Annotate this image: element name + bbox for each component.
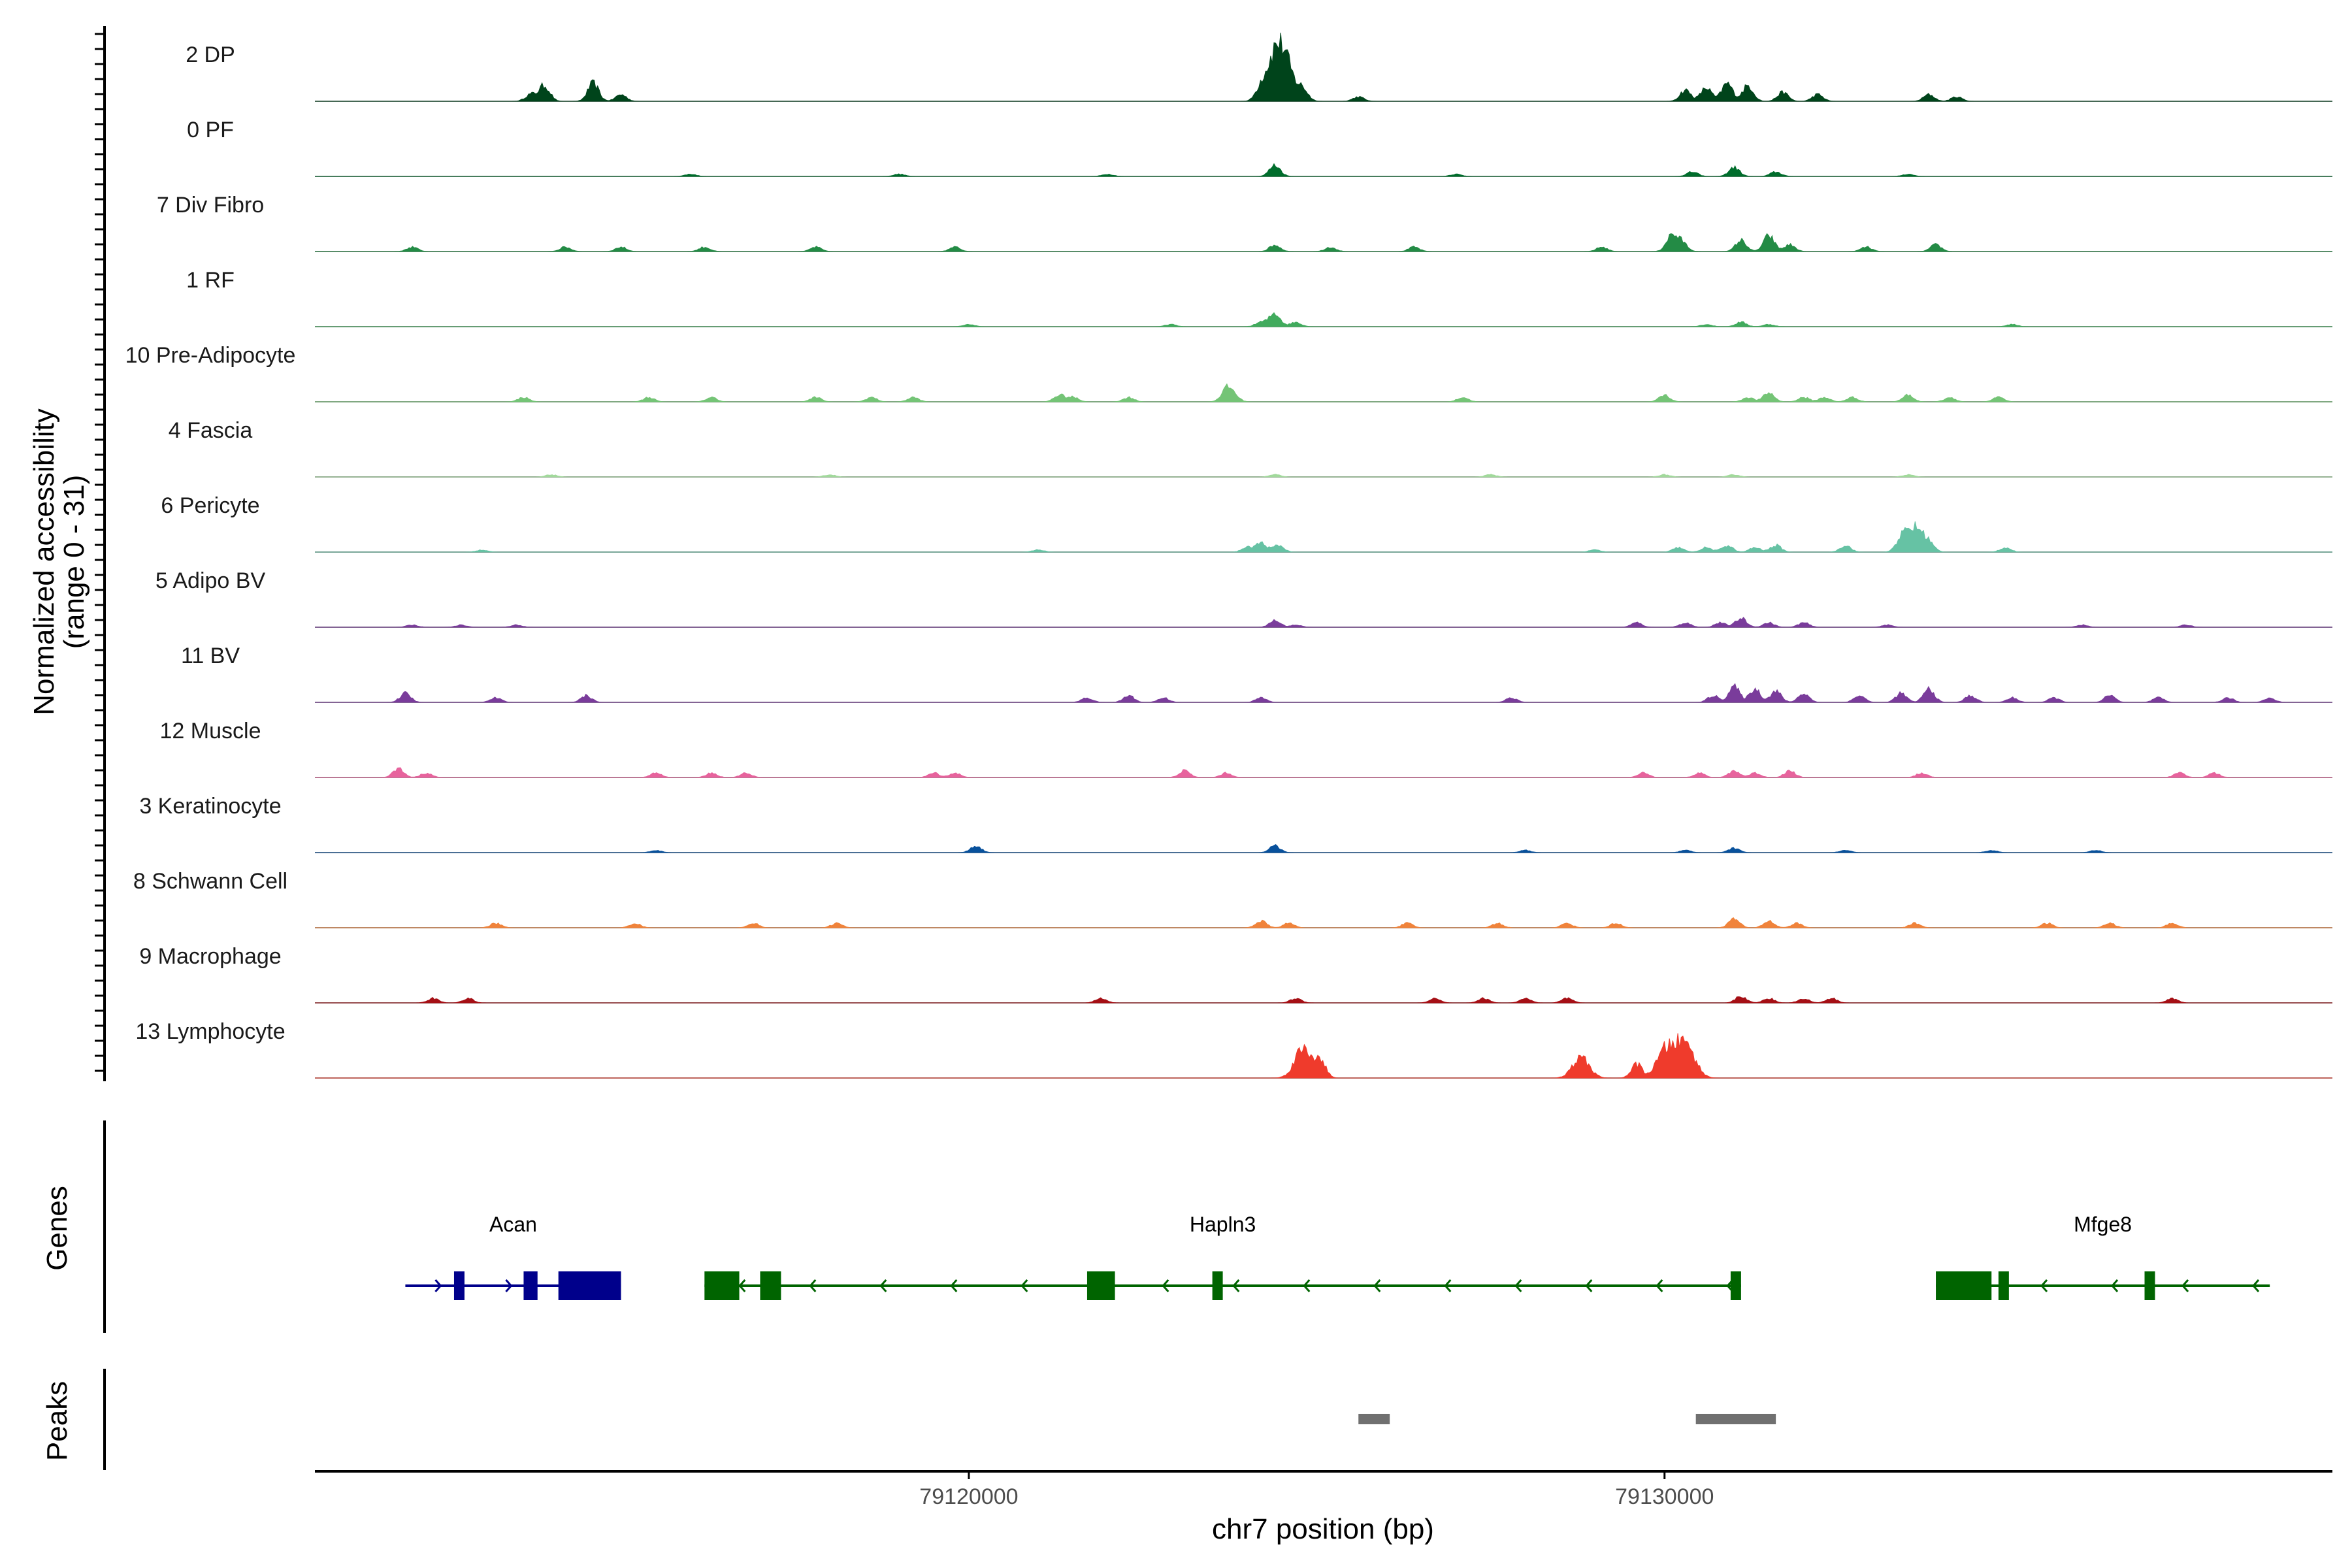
track-signal-area: [315, 233, 2332, 252]
gene-strand-chevron: [434, 1279, 442, 1292]
x-axis: 79120000 79130000: [315, 1470, 2332, 1509]
track-signal-area: [315, 683, 2332, 703]
track-label: 12 Muscle: [160, 719, 261, 743]
gene-exon: [1212, 1271, 1223, 1300]
gene-label: Acan: [489, 1213, 537, 1236]
y-axis-line: [95, 26, 106, 1470]
gene-label: Mfge8: [2074, 1213, 2132, 1236]
track-signal-area: [315, 617, 2332, 628]
gene-strand-chevron: [1373, 1279, 1381, 1292]
track-label: 6 Pericyte: [161, 493, 259, 518]
y-axis-title-line2: (range 0 - 31): [58, 475, 90, 649]
track-signal-area: [315, 521, 2332, 553]
x-tick-label: 79130000: [1615, 1484, 1714, 1509]
gene-exon: [704, 1271, 740, 1300]
track-label: 10 Pre-Adipocyte: [125, 343, 296, 368]
genes-panel: Acan Hapln3 Mfge8: [405, 1213, 2270, 1300]
x-axis-title: chr7 position (bp): [1212, 1513, 1434, 1545]
track-signal-area: [315, 843, 2332, 853]
gene-strand-chevron: [1444, 1279, 1452, 1292]
peak-region: [1695, 1414, 1776, 1424]
gene-strand-chevron: [1021, 1279, 1028, 1292]
track-signal-area: [315, 312, 2332, 327]
gene-exon: [523, 1271, 538, 1300]
track-signal-area: [315, 917, 2332, 928]
track-signal-area: [315, 163, 2332, 177]
track-label: 0 PF: [187, 118, 234, 142]
track-label: 3 Keratinocyte: [139, 794, 281, 819]
gene-strand-chevron: [1656, 1279, 1663, 1292]
genes-axis-title: Genes: [41, 1186, 73, 1271]
track-label: 11 BV: [181, 644, 240, 668]
track-signal-area: [315, 996, 2332, 1004]
gene-strand-chevron: [505, 1279, 513, 1292]
track-signal-area: [315, 1033, 2332, 1079]
track-signal-area: [315, 383, 2332, 402]
gene-exon: [1730, 1271, 1741, 1300]
gene-strand-chevron: [950, 1279, 958, 1292]
accessibility-tracks: 2 DP 0 PF 7 Div Fibro 1 RF 10 Pre-Adipocyte 4…: [125, 32, 2332, 1079]
track-label: 4 Fascia: [169, 418, 253, 443]
gene-exon: [453, 1271, 465, 1300]
gene-strand-chevron: [809, 1279, 817, 1292]
track-label: 9 Macrophage: [139, 944, 281, 969]
gene-strand-chevron: [1232, 1279, 1240, 1292]
gene-exon: [2144, 1271, 2155, 1300]
gene-strand-chevron: [2181, 1279, 2189, 1292]
gene-exon: [1998, 1271, 2009, 1300]
track-label: 7 Div Fibro: [157, 193, 264, 218]
track-signal-area: [315, 32, 2332, 102]
track-label: 2 DP: [186, 42, 235, 67]
peaks-axis-title: Peaks: [41, 1381, 73, 1461]
track-label: 8 Schwann Cell: [133, 869, 287, 894]
track-label: 5 Adipo BV: [155, 568, 266, 593]
y-axis-title-line1: Normalized accessibility: [28, 408, 60, 715]
gene-strand-chevron: [2252, 1279, 2260, 1292]
track-label: 13 Lymphocyte: [135, 1019, 285, 1044]
gene-exon: [558, 1271, 621, 1300]
gene-exon: [760, 1271, 781, 1300]
gene-strand-chevron: [1514, 1279, 1522, 1292]
x-tick-label: 79120000: [919, 1484, 1018, 1509]
gene-exon: [1086, 1271, 1115, 1300]
gene-strand-chevron: [1585, 1279, 1593, 1292]
gene-label: Hapln3: [1190, 1213, 1256, 1236]
track-label: 1 RF: [186, 268, 235, 293]
gene-strand-chevron: [738, 1279, 746, 1292]
peaks-panel: [1358, 1414, 1776, 1424]
track-signal-area: [315, 767, 2332, 778]
track-signal-area: [315, 474, 2332, 478]
gene-strand-chevron: [1162, 1279, 1169, 1292]
peak-region: [1358, 1414, 1390, 1424]
gene-exon: [1936, 1271, 1992, 1300]
gene-strand-chevron: [1303, 1279, 1311, 1292]
gene-strand-chevron: [2040, 1279, 2048, 1292]
gene-strand-chevron: [879, 1279, 887, 1292]
gene-strand-chevron: [2111, 1279, 2119, 1292]
